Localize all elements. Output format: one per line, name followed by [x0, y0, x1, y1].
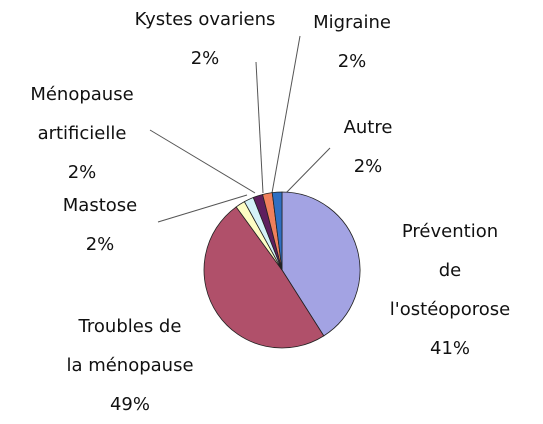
- slice-label: Troubles de la ménopause 49%: [45, 307, 215, 424]
- slice-label: Autre 2%: [344, 108, 393, 186]
- slice-label: Kystes ovariens 2%: [135, 0, 276, 78]
- slice-name: Mastose: [62, 195, 138, 216]
- slice-name: Kystes ovariens: [134, 9, 276, 30]
- pie-slice: [271, 191, 283, 271]
- leader-line: [271, 35, 301, 194]
- slice-name: Migraine: [313, 12, 391, 33]
- pie-slice: [281, 191, 361, 337]
- slice-label: Ménopause artificielle 2%: [0, 75, 167, 192]
- slice-value: 49%: [109, 394, 150, 415]
- leader-line: [157, 194, 248, 223]
- slice-value: 2%: [67, 162, 97, 183]
- slice-name: Autre: [343, 117, 393, 138]
- slice-value: 2%: [85, 234, 115, 255]
- slice-value: 2%: [190, 48, 220, 69]
- slice-label: Migraine 2%: [313, 3, 391, 81]
- pie-slice: [203, 206, 325, 349]
- slice-name: Prévention de l'ostéoporose: [389, 221, 511, 320]
- slice-value: 41%: [429, 338, 471, 359]
- slice-value: 2%: [337, 51, 367, 72]
- slice-label: Mastose 2%: [63, 186, 137, 264]
- leader-line: [255, 61, 264, 194]
- slice-name: Ménopause artificielle: [30, 84, 134, 144]
- leader-line: [149, 129, 256, 194]
- slice-label: Prévention de l'ostéoporose 41%: [390, 212, 510, 368]
- slice-name: Troubles de la ménopause: [66, 316, 194, 376]
- leader-line: [284, 147, 331, 195]
- slice-value: 2%: [353, 156, 383, 177]
